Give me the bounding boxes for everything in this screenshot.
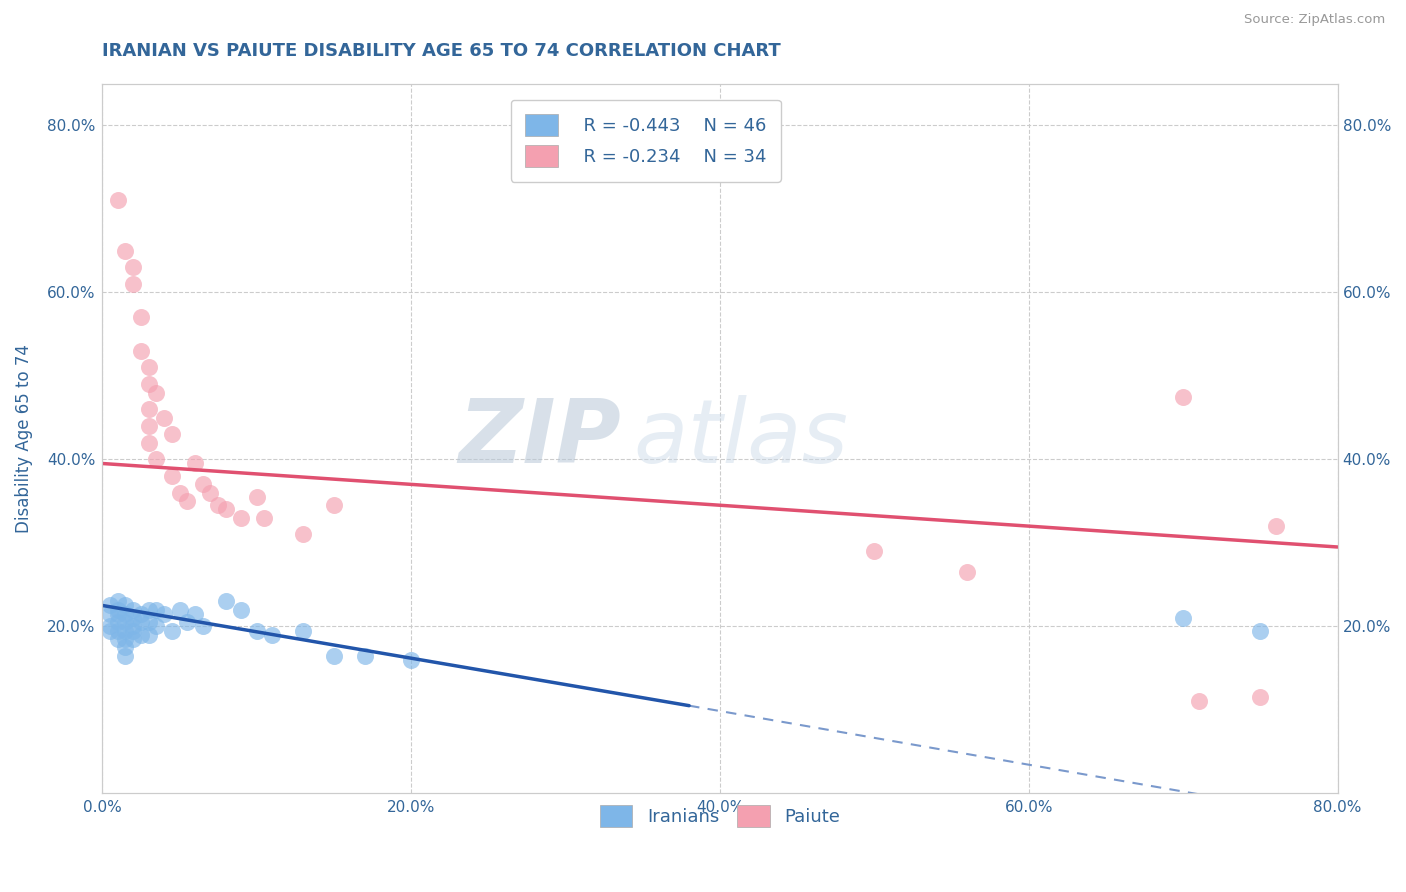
Point — [323, 648, 346, 663]
Point — [292, 624, 315, 638]
Point — [145, 602, 167, 616]
Point — [129, 615, 152, 629]
Point — [107, 607, 129, 621]
Point — [1173, 390, 1195, 404]
Text: atlas: atlas — [634, 395, 848, 482]
Point — [184, 607, 207, 621]
Point — [246, 490, 269, 504]
Point — [145, 385, 167, 400]
Point — [200, 485, 222, 500]
Point — [114, 615, 136, 629]
Point — [191, 619, 214, 633]
Point — [107, 602, 129, 616]
Point — [114, 624, 136, 638]
Point — [138, 435, 160, 450]
Point — [98, 624, 121, 638]
Point — [191, 477, 214, 491]
Point — [138, 615, 160, 629]
Point — [153, 410, 176, 425]
Point — [129, 343, 152, 358]
Point — [114, 648, 136, 663]
Point — [122, 277, 145, 291]
Point — [138, 377, 160, 392]
Point — [114, 244, 136, 258]
Point — [1264, 519, 1286, 533]
Point — [153, 607, 176, 621]
Point — [122, 260, 145, 275]
Point — [114, 599, 136, 613]
Point — [98, 619, 121, 633]
Point — [160, 469, 183, 483]
Point — [184, 457, 207, 471]
Point — [138, 628, 160, 642]
Point — [98, 607, 121, 621]
Point — [1249, 624, 1271, 638]
Point — [138, 360, 160, 375]
Point — [176, 615, 198, 629]
Point — [107, 624, 129, 638]
Point — [138, 602, 160, 616]
Point — [145, 619, 167, 633]
Text: ZIP: ZIP — [458, 395, 621, 482]
Point — [138, 402, 160, 417]
Point — [122, 624, 145, 638]
Point — [114, 607, 136, 621]
Point — [207, 498, 229, 512]
Point — [138, 418, 160, 433]
Point — [122, 632, 145, 646]
Point — [292, 527, 315, 541]
Point — [129, 607, 152, 621]
Point — [169, 485, 191, 500]
Point — [956, 565, 979, 579]
Point — [160, 427, 183, 442]
Point — [231, 602, 253, 616]
Legend: Iranians, Paiute: Iranians, Paiute — [593, 797, 848, 834]
Point — [122, 602, 145, 616]
Point — [129, 628, 152, 642]
Point — [122, 611, 145, 625]
Point — [160, 624, 183, 638]
Point — [1249, 690, 1271, 705]
Point — [176, 494, 198, 508]
Point — [1188, 694, 1211, 708]
Y-axis label: Disability Age 65 to 74: Disability Age 65 to 74 — [15, 344, 32, 533]
Point — [863, 544, 886, 558]
Point — [107, 194, 129, 208]
Point — [353, 648, 375, 663]
Point — [215, 502, 238, 516]
Point — [122, 619, 145, 633]
Point — [169, 602, 191, 616]
Text: Source: ZipAtlas.com: Source: ZipAtlas.com — [1244, 13, 1385, 27]
Point — [107, 615, 129, 629]
Point — [323, 498, 346, 512]
Point — [1173, 611, 1195, 625]
Point — [107, 594, 129, 608]
Point — [145, 452, 167, 467]
Point — [114, 632, 136, 646]
Point — [253, 510, 276, 524]
Point — [129, 310, 152, 325]
Point — [98, 599, 121, 613]
Point — [114, 640, 136, 655]
Point — [231, 510, 253, 524]
Point — [107, 632, 129, 646]
Point — [262, 628, 284, 642]
Point — [399, 653, 422, 667]
Text: IRANIAN VS PAIUTE DISABILITY AGE 65 TO 74 CORRELATION CHART: IRANIAN VS PAIUTE DISABILITY AGE 65 TO 7… — [103, 42, 782, 60]
Point — [215, 594, 238, 608]
Point — [246, 624, 269, 638]
